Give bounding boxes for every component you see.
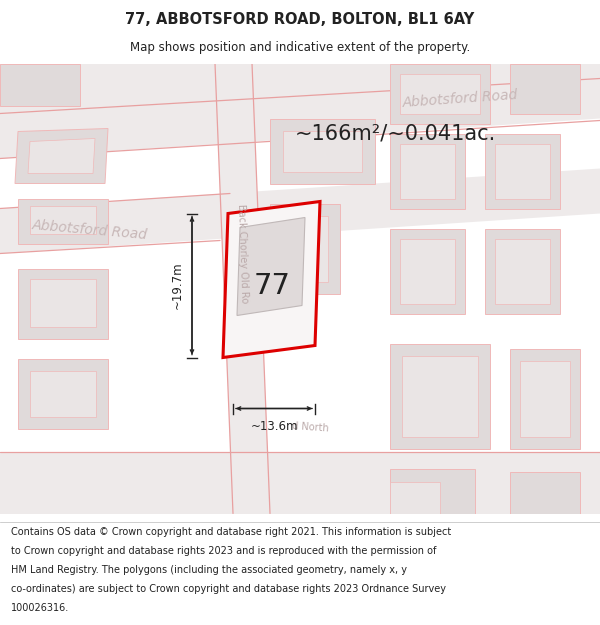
Polygon shape [283,131,362,171]
Polygon shape [283,216,328,281]
Polygon shape [400,239,455,304]
Polygon shape [18,359,108,429]
Text: 77: 77 [254,271,290,299]
Polygon shape [400,74,480,114]
Polygon shape [400,144,455,199]
Text: Abbotsford Road: Abbotsford Road [402,88,518,109]
Polygon shape [390,344,490,449]
Polygon shape [390,134,465,209]
Polygon shape [215,64,270,514]
Polygon shape [223,201,320,358]
Polygon shape [28,139,95,174]
Text: Map shows position and indicative extent of the property.: Map shows position and indicative extent… [130,41,470,54]
Text: ~166m²/~0.041ac.: ~166m²/~0.041ac. [295,124,496,144]
Polygon shape [390,64,490,124]
Text: 77, ABBOTSFORD ROAD, BOLTON, BL1 6AY: 77, ABBOTSFORD ROAD, BOLTON, BL1 6AY [125,12,475,27]
Polygon shape [0,169,600,254]
Polygon shape [402,356,478,436]
Text: to Crown copyright and database rights 2023 and is reproduced with the permissio: to Crown copyright and database rights 2… [11,546,436,556]
Text: Abbotsford Road: Abbotsford Road [32,219,148,243]
Polygon shape [0,451,600,514]
Polygon shape [30,371,96,416]
Text: ~13.6m: ~13.6m [250,421,298,434]
Polygon shape [30,206,96,234]
Polygon shape [0,64,80,106]
Polygon shape [18,199,108,244]
Polygon shape [510,64,580,114]
Polygon shape [237,217,305,316]
Polygon shape [18,269,108,339]
Text: 100026316.: 100026316. [11,603,69,613]
Polygon shape [520,361,570,436]
Polygon shape [0,64,600,114]
Polygon shape [485,134,560,209]
Text: HM Land Registry. The polygons (including the associated geometry, namely x, y: HM Land Registry. The polygons (includin… [11,565,407,575]
Polygon shape [510,349,580,449]
Polygon shape [390,229,465,314]
Polygon shape [390,481,440,514]
Polygon shape [485,229,560,314]
Text: co-ordinates) are subject to Crown copyright and database rights 2023 Ordnance S: co-ordinates) are subject to Crown copyr… [11,584,446,594]
Text: Contains OS data © Crown copyright and database right 2021. This information is : Contains OS data © Crown copyright and d… [11,527,451,537]
Polygon shape [270,204,340,294]
Text: Back Chorley Old Ro: Back Chorley Old Ro [236,204,250,303]
Text: ~19.7m: ~19.7m [171,262,184,309]
Polygon shape [0,79,600,159]
Polygon shape [495,239,550,304]
Polygon shape [270,119,375,184]
Polygon shape [495,144,550,199]
Polygon shape [390,469,475,514]
Polygon shape [510,471,580,514]
Polygon shape [15,129,108,184]
Text: d North: d North [292,421,329,434]
Polygon shape [30,279,96,326]
